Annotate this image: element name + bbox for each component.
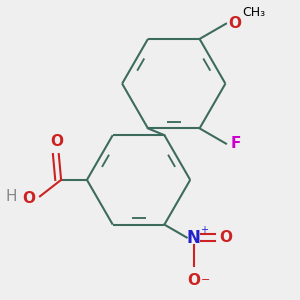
Text: +: +	[200, 226, 208, 236]
Text: −: −	[201, 275, 210, 285]
Text: F: F	[231, 136, 241, 151]
Text: O: O	[22, 191, 35, 206]
Text: CH₃: CH₃	[242, 6, 266, 19]
Text: O: O	[220, 230, 232, 245]
Text: O: O	[187, 273, 200, 288]
Text: N: N	[187, 229, 201, 247]
Text: H: H	[5, 189, 16, 204]
Text: O: O	[50, 134, 63, 149]
Text: O: O	[228, 16, 241, 31]
